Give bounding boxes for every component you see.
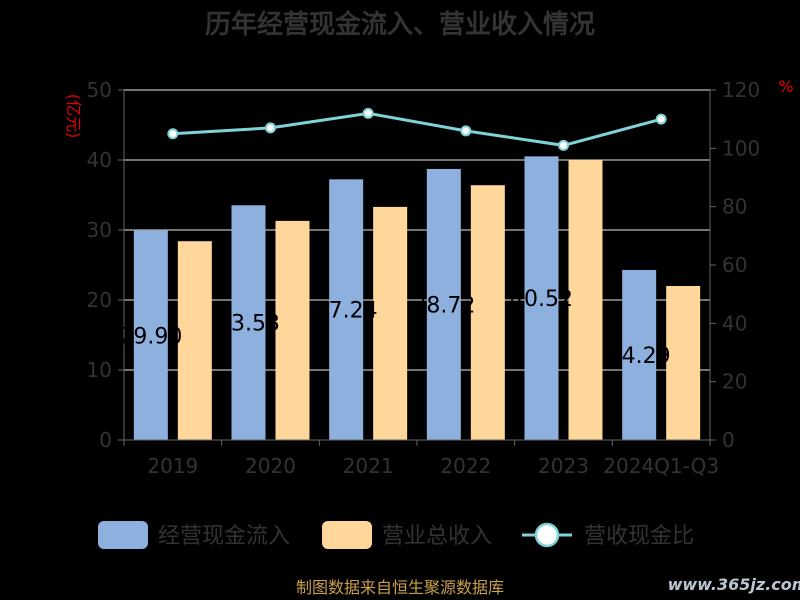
left-tick-label: 20	[87, 288, 112, 312]
axes: 0 10 20 30 40 50 0 20 40 60 80 100 120 2019 2020 2021 20…	[87, 78, 761, 478]
bar-revenue	[275, 220, 310, 440]
data-label: 24.29	[608, 344, 671, 369]
legend-label-revenue: 营业总收入	[382, 524, 492, 549]
legend-swatch-ratio-marker	[534, 522, 560, 548]
legend-label-ratio: 营收现金比	[584, 524, 694, 549]
left-axis-unit: (亿元)	[64, 94, 83, 139]
left-tick-label: 10	[87, 358, 112, 382]
bar-cash-inflow	[524, 156, 559, 441]
x-tick-label: 2021	[343, 454, 394, 478]
right-tick-label: 100	[722, 136, 760, 160]
bar-cash-inflow	[622, 269, 657, 440]
bars	[133, 156, 701, 441]
x-tick-label: 2024Q1-Q3	[603, 454, 719, 478]
right-tick-label: 120	[722, 78, 760, 102]
bar-revenue	[373, 206, 408, 440]
left-tick-label: 40	[87, 148, 112, 172]
x-tick-label: 2022	[440, 454, 491, 478]
left-tick-label: 0	[99, 428, 112, 452]
ratio-point	[167, 128, 179, 140]
bar-revenue	[568, 160, 603, 440]
legend-swatch-revenue	[322, 521, 372, 549]
legend-label-cash: 经营现金流入	[158, 524, 290, 549]
source-note: 制图数据来自恒生聚源数据库	[296, 578, 504, 597]
legend-swatch-cash	[98, 521, 148, 549]
data-label: 29.90	[119, 324, 182, 349]
bar-revenue	[177, 241, 212, 440]
right-tick-label: 0	[722, 428, 735, 452]
ratio-point	[265, 122, 276, 134]
right-tick-label: 80	[722, 195, 747, 219]
left-tick-label: 50	[87, 78, 112, 102]
bar-cash-inflow	[426, 168, 461, 440]
x-tick-label: 2023	[538, 454, 589, 478]
bar-cash-inflow	[133, 230, 168, 440]
chart-title: 历年经营现金流入、营业收入情况	[205, 9, 595, 40]
data-label: 33.53	[217, 312, 280, 337]
ratio-point	[655, 113, 667, 125]
right-axis-unit: %	[778, 77, 793, 96]
ratio-point	[558, 139, 569, 151]
bar-revenue	[470, 185, 505, 440]
watermark: www.365jz.com	[668, 575, 800, 594]
x-tick-label: 2020	[245, 454, 296, 478]
data-label: 40.52	[510, 287, 573, 312]
right-tick-label: 20	[722, 370, 747, 394]
right-tick-label: 60	[722, 253, 747, 277]
grid-lines	[124, 89, 710, 371]
ratio-point	[362, 107, 374, 119]
bar-cash-inflow	[329, 179, 364, 440]
data-label: 38.72	[412, 293, 475, 318]
bar-cash-inflow	[231, 205, 266, 440]
ratio-polyline	[172, 111, 662, 147]
data-label: 37.24	[315, 299, 378, 324]
ratio-line	[167, 107, 667, 151]
bar-revenue	[666, 286, 701, 440]
right-tick-label: 40	[722, 311, 747, 335]
legend: 经营现金流入 营业总收入 营收现金比	[98, 521, 694, 549]
data-labels: 29.90 33.53 37.24 38.72 40.52 24.29	[119, 287, 670, 369]
x-tick-label: 2019	[147, 454, 198, 478]
left-tick-label: 30	[87, 218, 112, 242]
ratio-point	[460, 125, 472, 137]
